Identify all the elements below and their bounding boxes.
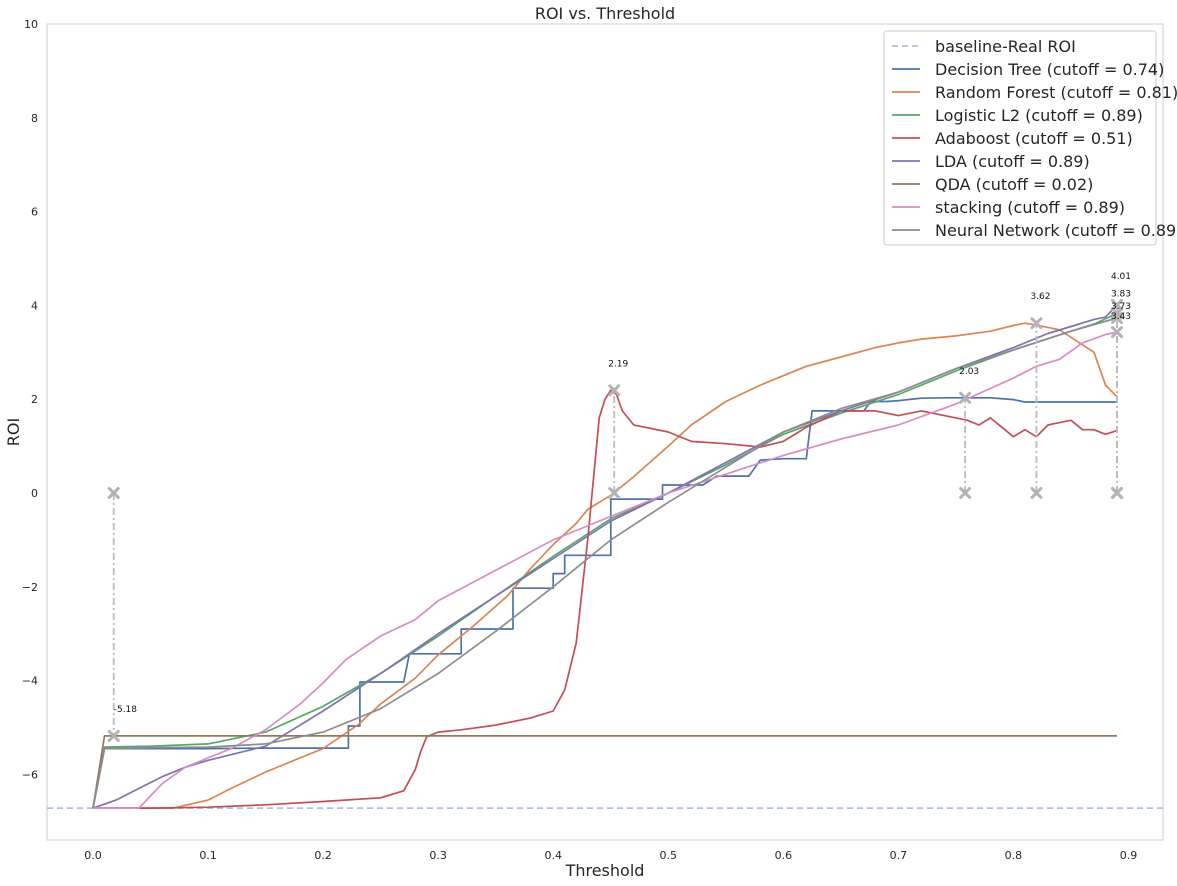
legend-label: QDA (cutoff = 0.02) (935, 175, 1093, 194)
x-tick-label: 0.2 (314, 849, 332, 862)
cutoff-point-marker (608, 384, 621, 397)
x-axis-label: Threshold (565, 861, 645, 880)
cutoff-point-marker (107, 729, 120, 742)
cutoff-point-marker (1110, 312, 1123, 325)
series-line-3 (93, 389, 1118, 809)
cutoff-value-label: 3.83 (1111, 289, 1131, 299)
x-ticks: 0.0 0.1 0.2 0.3 0.4 0.5 0.6 0.7 0.8 0.9 (84, 849, 1137, 862)
cutoff-value-label: -5.18 (114, 705, 138, 715)
y-tick-label: −2 (22, 581, 38, 594)
y-tick-label: −6 (22, 768, 38, 781)
series-lines (92, 304, 1118, 809)
x-tick-label: 0.7 (890, 849, 908, 862)
legend: baseline-Real ROI Decision Tree (cutoff =… (883, 30, 1177, 246)
y-tick-label: 6 (31, 206, 38, 219)
cutoff-value-label: 4.01 (1111, 272, 1131, 282)
cutoff-point-marker (1110, 298, 1123, 311)
y-tick-label: 8 (31, 112, 38, 125)
legend-label: Adaboost (cutoff = 0.51) (935, 129, 1133, 148)
cutoff-markers: -5.18 2.19 2.03 3.62 4.01 3.83 3.733.43 (107, 272, 1131, 742)
cutoff-zero-marker (107, 486, 120, 499)
cutoff-value-label: 3.62 (1030, 292, 1050, 302)
series-line-1 (93, 322, 1118, 809)
cutoff-zero-marker (959, 486, 972, 499)
legend-label: Random Forest (cutoff = 0.81) (935, 83, 1177, 102)
legend-label-baseline: baseline-Real ROI (935, 37, 1076, 56)
cutoff-zero-marker (1030, 486, 1043, 499)
y-tick-label: 2 (31, 393, 38, 406)
x-tick-label: 0.8 (1005, 849, 1023, 862)
legend-box (883, 30, 1157, 246)
cutoff-point-marker (959, 391, 972, 404)
cutoff-point-marker (1110, 326, 1123, 339)
x-tick-label: 0.0 (84, 849, 102, 862)
legend-label: Logistic L2 (cutoff = 0.89) (935, 106, 1143, 125)
x-tick-label: 0.5 (660, 849, 678, 862)
y-ticks: −6 −4 −2 0 2 4 6 8 10 (22, 18, 38, 781)
x-tick-label: 0.1 (199, 849, 217, 862)
y-tick-label: 0 (31, 487, 38, 500)
y-tick-label: −4 (22, 675, 38, 688)
cutoff-zero-marker (1110, 486, 1123, 499)
legend-label: LDA (cutoff = 0.89) (935, 152, 1090, 171)
cutoff-value-label: 3.43 (1111, 312, 1131, 322)
cutoff-value-label: 2.19 (608, 359, 628, 369)
y-tick-label: 10 (24, 18, 38, 31)
chart-title: ROI vs. Threshold (535, 4, 675, 23)
cutoff-value-label: 3.73 (1111, 302, 1131, 312)
series-line-6 (93, 331, 1118, 809)
cutoff-value-label: 2.03 (959, 367, 979, 377)
legend-label: stacking (cutoff = 0.89) (935, 198, 1125, 217)
cutoff-point-marker (1030, 317, 1043, 330)
cutoff-zero-marker (608, 486, 621, 499)
x-tick-label: 0.3 (429, 849, 447, 862)
legend-label: Decision Tree (cutoff = 0.74) (935, 60, 1164, 79)
x-tick-label: 0.4 (544, 849, 562, 862)
series-line-7 (92, 317, 1118, 809)
x-tick-label: 0.9 (1120, 849, 1138, 862)
y-tick-label: 4 (31, 299, 38, 312)
legend-label: Neural Network (cutoff = 0.89) (935, 221, 1177, 240)
x-tick-label: 0.6 (775, 849, 793, 862)
series-line-5 (92, 735, 1117, 809)
y-axis-label: ROI (4, 418, 23, 446)
